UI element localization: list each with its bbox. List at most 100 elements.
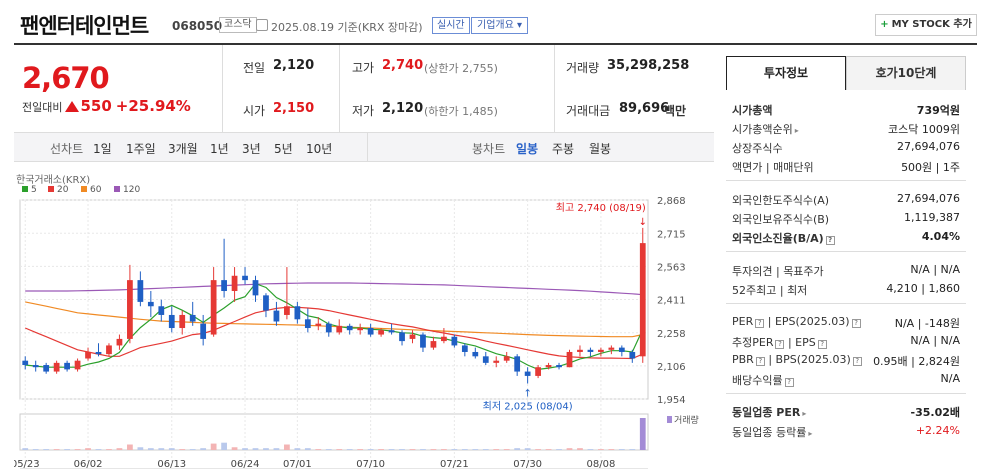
est-per-eps-value: N/A | N/A <box>910 334 960 347</box>
volume-bar <box>147 448 154 450</box>
help-icon[interactable]: ? <box>755 319 765 328</box>
candle-body <box>556 365 562 368</box>
volume-bar <box>179 449 186 450</box>
x-tick-label: 07/30 <box>513 459 542 469</box>
volume-area <box>19 413 649 451</box>
help-icon[interactable]: ? <box>817 340 827 349</box>
mystock-label: MY STOCK 추가 <box>891 19 972 30</box>
help-icon[interactable]: ? <box>755 357 765 366</box>
low-label: 저가 <box>352 104 375 118</box>
volume-bar <box>430 449 437 450</box>
volume-bar <box>106 449 112 450</box>
info-row: 외국인한도주식수(A) 27,694,076 <box>732 190 960 208</box>
volume-bar <box>639 418 646 450</box>
volume-bar <box>545 449 552 450</box>
target-label: 목표주가 <box>783 265 824 278</box>
info-row: 추정PER? | EPS? N/A | N/A <box>732 334 960 349</box>
change-amount: 550 <box>80 97 112 115</box>
volume-bar <box>420 449 426 450</box>
x-tick-label: 08/08 <box>586 459 615 469</box>
sector-per-link[interactable]: 동일업종 PER ▸ <box>732 404 806 420</box>
info-row: 시가총액 739억원 <box>732 100 960 118</box>
x-tick-label: 06/24 <box>231 459 260 469</box>
period-1y[interactable]: 1년 <box>210 142 229 156</box>
market-badge: 코스닥 <box>219 17 257 33</box>
cap-rank-link[interactable]: 시가총액순위 ▸ <box>732 121 799 137</box>
face-label: 액면가 <box>732 161 763 174</box>
volume-bar <box>263 448 269 450</box>
stock-chart[interactable]: 2,868 2,715 2,563 2,411 2,258 2,106 1,954 05/23… <box>14 172 714 469</box>
help-icon[interactable]: ? <box>825 236 835 245</box>
candle-body <box>399 332 405 342</box>
legend-label: 120 <box>123 185 140 195</box>
candle-body <box>85 351 91 359</box>
candle-body <box>64 362 70 370</box>
plus-icon: + <box>880 19 889 30</box>
candle-body <box>639 243 646 357</box>
company-info-dropdown[interactable]: 기업개요 ▾ <box>471 17 528 34</box>
open-value: 2,150 <box>273 101 315 116</box>
realtime-button[interactable]: 실시간 <box>432 17 470 34</box>
lower-limit: (하한가 1,485) <box>424 105 498 118</box>
foreign-hold-label: 외국인보유주식수(B) <box>732 213 830 226</box>
period-1w[interactable]: 1주일 <box>126 142 156 156</box>
candle-body <box>346 325 353 331</box>
opinion-label: 투자의견 <box>732 265 773 278</box>
tab-orderbook[interactable]: 호가10단계 <box>846 56 966 90</box>
volume-bar <box>566 448 573 450</box>
candle-body <box>482 356 489 363</box>
volume-bar <box>577 448 583 450</box>
candle-body <box>116 338 123 346</box>
w52-value: 4,210 | 1,860 <box>886 282 960 295</box>
mystock-add-button[interactable]: + MY STOCK 추가 <box>875 14 977 36</box>
candle-monthly[interactable]: 월봉 <box>589 142 612 156</box>
candle-body <box>441 336 447 342</box>
candle-daily[interactable]: 일봉 <box>516 142 539 156</box>
help-icon[interactable]: ? <box>775 340 785 349</box>
w52-high-label: 52주최고 <box>732 284 777 297</box>
help-icon[interactable]: ? <box>784 378 794 387</box>
info-row: 동일업종 PER ▸ -35.02배 <box>732 402 960 420</box>
period-1d[interactable]: 1일 <box>93 142 112 156</box>
candle-body <box>493 360 500 363</box>
chevron-right-icon: ▸ <box>794 126 799 135</box>
candle-body <box>22 360 29 366</box>
price-box: 2,670 전일대비 550 +25.94% 전일 2,120 시가 2,150 고… <box>14 45 714 133</box>
candle-body <box>74 360 81 370</box>
change-percent: +25.94% <box>115 97 191 115</box>
dividend-label: 배당수익률 <box>732 374 783 387</box>
volume-value: 35,298,258 <box>607 58 690 73</box>
divider <box>222 45 223 133</box>
period-5y[interactable]: 5년 <box>274 142 293 156</box>
y-tick-label: 2,715 <box>657 229 686 240</box>
y-tick-label: 2,411 <box>657 296 686 307</box>
candle-body <box>53 362 60 372</box>
y-tick-label: 2,868 <box>657 196 686 207</box>
opinion-target-value: N/A | N/A <box>910 263 960 276</box>
sector-change-link[interactable]: 동일업종 등락률 ▸ <box>732 424 812 440</box>
shares-label: 상장주식수 <box>732 142 783 155</box>
volume-bar <box>535 449 541 450</box>
candle-body <box>252 280 259 296</box>
volume-bar <box>200 448 207 450</box>
volume-bar <box>451 449 458 450</box>
period-3m[interactable]: 3개월 <box>168 142 198 156</box>
volume-bar <box>168 448 175 450</box>
line-chart-label: 선차트 <box>50 142 84 156</box>
help-icon[interactable]: ? <box>852 357 862 366</box>
candle-body <box>357 328 364 331</box>
candle-body <box>231 275 238 292</box>
help-icon[interactable]: ? <box>851 319 861 328</box>
period-3y[interactable]: 3년 <box>242 142 261 156</box>
candle-weekly[interactable]: 주봉 <box>552 142 575 156</box>
volume-bar <box>74 449 81 450</box>
candle-body <box>430 341 437 348</box>
divider <box>726 180 966 181</box>
volume-bar <box>22 448 29 450</box>
period-10y[interactable]: 10년 <box>306 142 333 156</box>
chevron-right-icon: ▸ <box>802 409 807 418</box>
candle-body <box>147 301 154 307</box>
x-tick-label: 07/10 <box>356 459 385 469</box>
tab-invest-info[interactable]: 투자정보 <box>726 56 846 90</box>
volume-bar <box>409 449 416 450</box>
